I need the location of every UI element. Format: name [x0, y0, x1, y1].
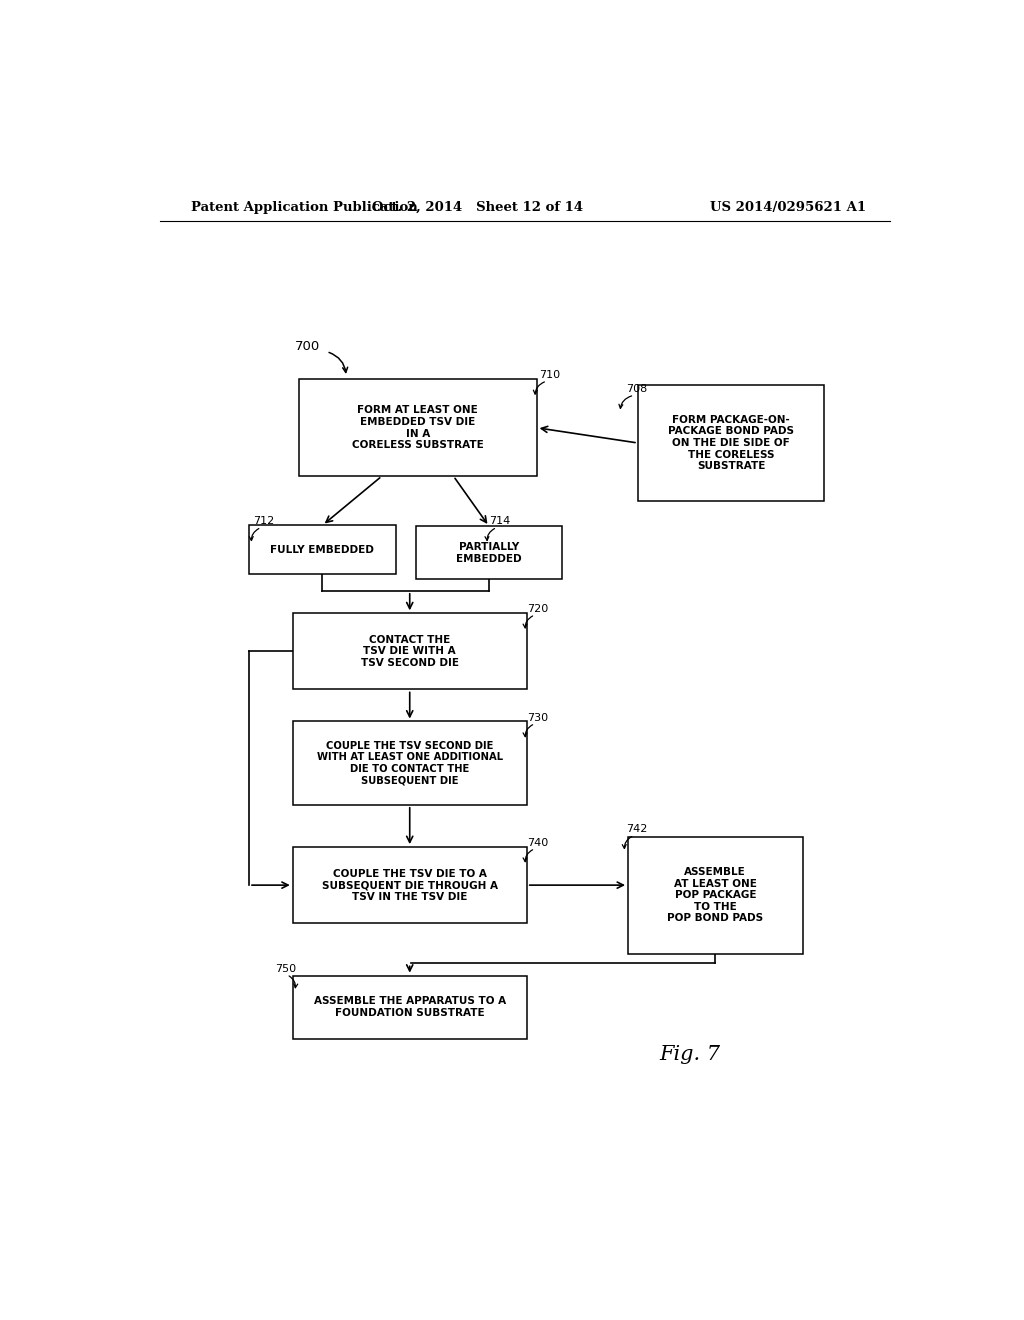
FancyBboxPatch shape: [249, 525, 396, 574]
FancyArrowPatch shape: [523, 850, 532, 862]
FancyArrowPatch shape: [523, 725, 532, 737]
FancyBboxPatch shape: [628, 837, 803, 954]
Text: COUPLE THE TSV SECOND DIE
WITH AT LEAST ONE ADDITIONAL
DIE TO CONTACT THE
SUBSEQ: COUPLE THE TSV SECOND DIE WITH AT LEAST …: [316, 741, 503, 785]
FancyArrowPatch shape: [523, 616, 532, 628]
Text: ASSEMBLE
AT LEAST ONE
POP PACKAGE
TO THE
POP BOND PADS: ASSEMBLE AT LEAST ONE POP PACKAGE TO THE…: [668, 867, 763, 924]
Text: FORM PACKAGE-ON-
PACKAGE BOND PADS
ON THE DIE SIDE OF
THE CORELESS
SUBSTRATE: FORM PACKAGE-ON- PACKAGE BOND PADS ON TH…: [668, 414, 795, 471]
Text: 740: 740: [527, 837, 549, 847]
Text: 710: 710: [539, 370, 560, 380]
FancyArrowPatch shape: [623, 837, 632, 849]
Text: PARTIALLY
EMBEDDED: PARTIALLY EMBEDDED: [457, 543, 522, 564]
Text: Patent Application Publication: Patent Application Publication: [191, 201, 418, 214]
FancyBboxPatch shape: [416, 527, 562, 579]
FancyArrowPatch shape: [249, 528, 259, 540]
FancyArrowPatch shape: [618, 396, 632, 408]
FancyBboxPatch shape: [299, 379, 537, 477]
Text: 742: 742: [627, 824, 648, 834]
Text: 714: 714: [489, 516, 510, 527]
Text: 712: 712: [253, 516, 274, 527]
Text: CONTACT THE
TSV DIE WITH A
TSV SECOND DIE: CONTACT THE TSV DIE WITH A TSV SECOND DI…: [360, 635, 459, 668]
Text: Oct. 2, 2014   Sheet 12 of 14: Oct. 2, 2014 Sheet 12 of 14: [372, 201, 583, 214]
FancyArrowPatch shape: [534, 381, 545, 395]
FancyBboxPatch shape: [293, 722, 526, 805]
Text: US 2014/0295621 A1: US 2014/0295621 A1: [710, 201, 866, 214]
Text: Fig. 7: Fig. 7: [659, 1045, 721, 1064]
Text: 730: 730: [527, 713, 548, 722]
Text: 720: 720: [527, 603, 549, 614]
Text: 700: 700: [295, 341, 319, 352]
FancyBboxPatch shape: [293, 614, 526, 689]
FancyBboxPatch shape: [293, 975, 526, 1039]
Text: COUPLE THE TSV DIE TO A
SUBSEQUENT DIE THROUGH A
TSV IN THE TSV DIE: COUPLE THE TSV DIE TO A SUBSEQUENT DIE T…: [322, 869, 498, 902]
Text: FORM AT LEAST ONE
EMBEDDED TSV DIE
IN A
CORELESS SUBSTRATE: FORM AT LEAST ONE EMBEDDED TSV DIE IN A …: [352, 405, 483, 450]
FancyBboxPatch shape: [293, 847, 526, 923]
FancyBboxPatch shape: [638, 384, 824, 502]
FancyArrowPatch shape: [485, 528, 495, 540]
Text: 750: 750: [274, 964, 296, 974]
Text: ASSEMBLE THE APPARATUS TO A
FOUNDATION SUBSTRATE: ASSEMBLE THE APPARATUS TO A FOUNDATION S…: [313, 997, 506, 1018]
Text: FULLY EMBEDDED: FULLY EMBEDDED: [270, 545, 375, 554]
FancyArrowPatch shape: [289, 975, 298, 987]
FancyArrowPatch shape: [329, 352, 348, 372]
Text: 708: 708: [627, 384, 647, 395]
